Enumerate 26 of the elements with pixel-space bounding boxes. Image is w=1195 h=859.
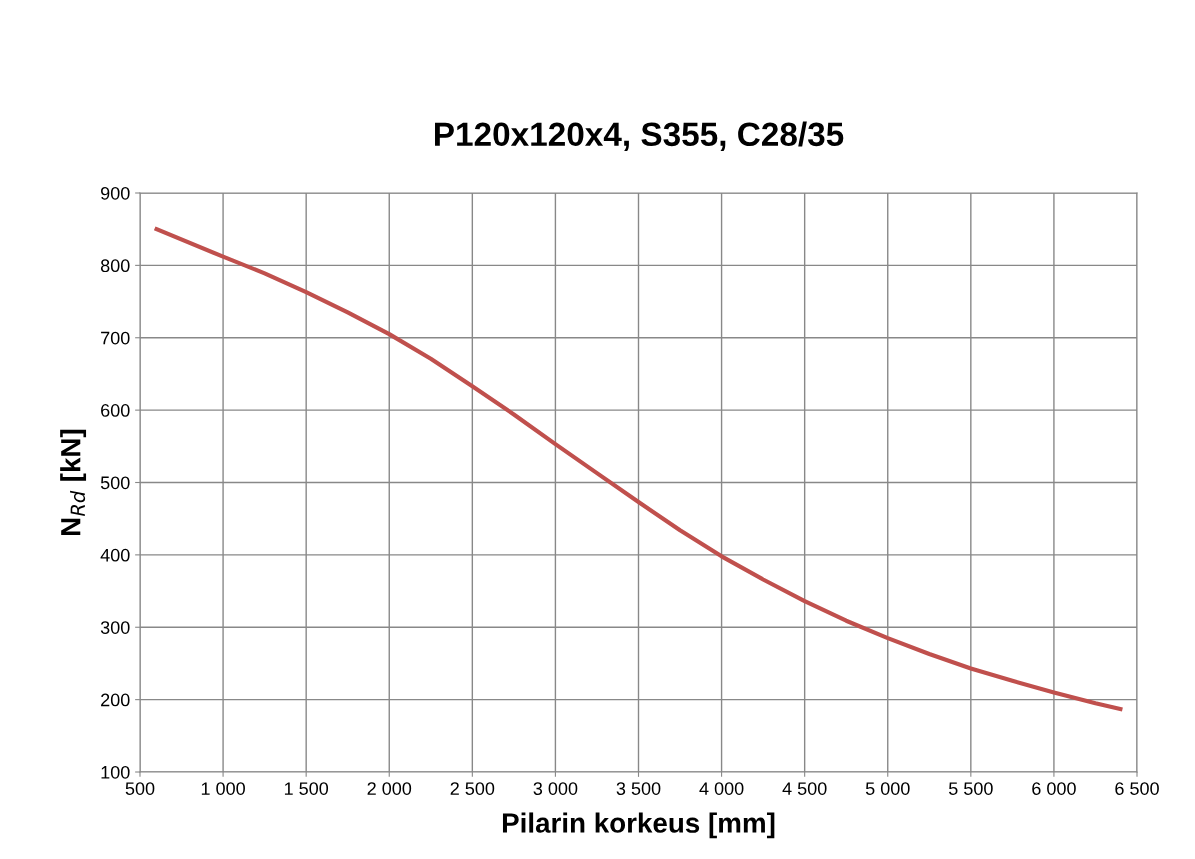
y-tick-label: 100 [101,765,130,779]
x-tick-label: 6 500 [1115,782,1159,795]
y-tick-label: 200 [101,693,130,707]
x-tick-label: 2 500 [450,782,495,795]
y-tick-label: 600 [101,404,130,417]
y-tick-label: 400 [100,548,130,562]
x-tick-label: 4 500 [782,782,827,795]
y-axis-title: N$_{Rd}$ [kN] [60,429,87,536]
x-tick-label: 5 000 [865,782,910,795]
x-axis-title: Pilarin korkeus [mm] [502,812,775,839]
x-tick-label: 1 500 [284,782,329,795]
x-tick-label: 2 000 [367,782,412,795]
x-tick-label: 6 000 [1032,782,1076,795]
x-tick-label: 1 000 [201,782,245,795]
y-tick-label: 800 [100,259,130,273]
y-tick-label: 900 [101,186,130,200]
x-tick-label: 3 500 [616,782,661,795]
x-tick-label: 500 [125,782,155,795]
x-tick-label: 3 000 [533,782,578,795]
x-tick-label: 4 000 [699,782,744,795]
line-series [154,227,1123,712]
chart-title: P120x120x4, S355, C28/35 [435,121,844,151]
y-tick-label: 700 [101,331,130,345]
y-tick-label: 500 [100,476,130,490]
x-tick-label: 5 500 [948,782,993,795]
y-tick-label: 300 [100,621,130,634]
